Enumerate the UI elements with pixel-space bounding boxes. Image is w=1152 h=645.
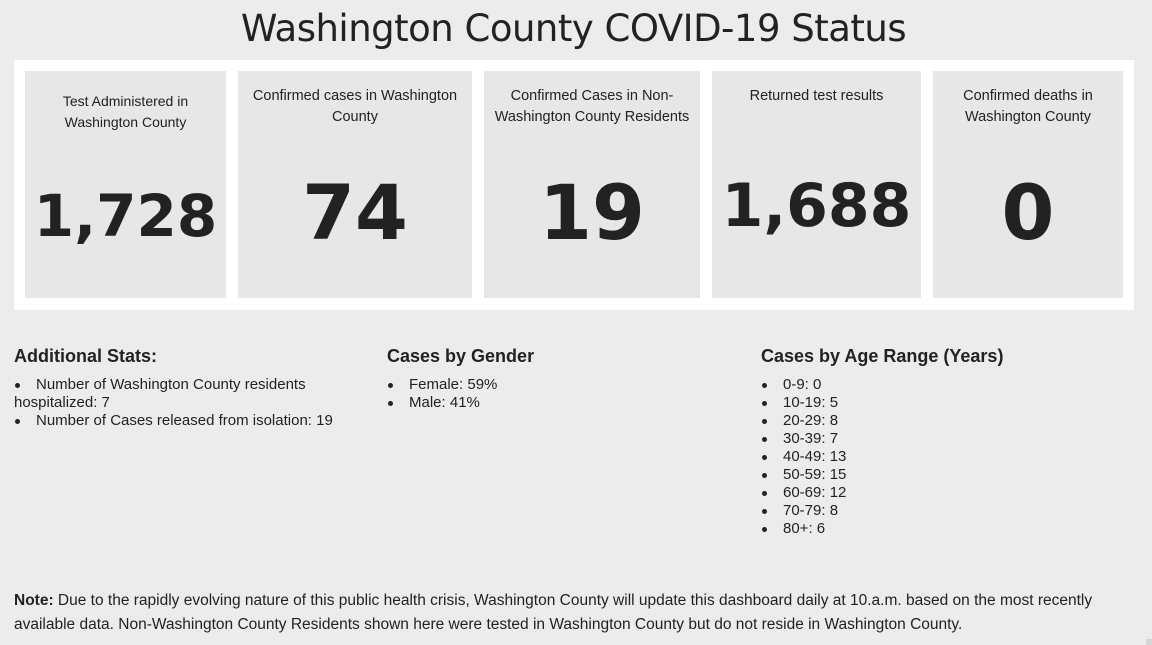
list-item: Female: 59%	[387, 376, 727, 394]
card-label: Returned test results	[749, 88, 884, 104]
card-label: Confirmed deaths in Washington County	[963, 88, 1093, 125]
age-range-section: Cases by Age Range (Years) 0-9: 0 10-19:…	[761, 343, 1131, 538]
note-text: Due to the rapidly evolving nature of th…	[14, 592, 1093, 633]
additional-stats-section: Additional Stats: Number of Washington C…	[14, 343, 364, 430]
card-label: Test Administered in Washington County	[62, 93, 189, 130]
resize-corner	[1146, 639, 1152, 645]
list-item: 70-79: 8	[761, 502, 1131, 520]
list-item: 50-59: 15	[761, 466, 1131, 484]
age-range-list: 0-9: 0 10-19: 5 20-29: 8 30-39: 7 40-49:…	[761, 376, 1131, 538]
card-label: Confirmed cases in Washington County	[252, 88, 458, 125]
list-item: 30-39: 7	[761, 430, 1131, 448]
note-label: Note:	[14, 592, 54, 609]
card-returned-results: Returned test results 1,688	[712, 71, 921, 298]
footnote: Note: Due to the rapidly evolving nature…	[14, 589, 1124, 637]
page-title: Washington County COVID-19 Status	[240, 7, 907, 50]
card-confirmed-cases: Confirmed cases in Washington County 74	[238, 71, 472, 298]
list-item: 20-29: 8	[761, 412, 1131, 430]
list-item: 0-9: 0	[761, 376, 1131, 394]
card-value: 0	[1001, 168, 1055, 257]
list-item: Number of Cases released from isolation:…	[14, 412, 364, 430]
card-label: Confirmed Cases in Non-Washington County…	[494, 88, 690, 125]
age-range-title: Cases by Age Range (Years)	[761, 346, 1004, 366]
list-item: 10-19: 5	[761, 394, 1131, 412]
card-non-resident-cases: Confirmed Cases in Non-Washington County…	[484, 71, 700, 298]
list-item: 60-69: 12	[761, 484, 1131, 502]
gender-section: Cases by Gender Female: 59% Male: 41%	[387, 343, 727, 412]
card-confirmed-deaths: Confirmed deaths in Washington County 0	[933, 71, 1123, 298]
additional-stats-title: Additional Stats:	[14, 346, 157, 366]
card-tests-administered: Test Administered in Washington County 1…	[25, 71, 226, 298]
list-item: 40-49: 13	[761, 448, 1131, 466]
list-item: Number of Washington County residents ho…	[14, 376, 364, 412]
gender-title: Cases by Gender	[387, 346, 535, 366]
stats-cards-panel: Test Administered in Washington County 1…	[14, 60, 1134, 310]
additional-stats-list: Number of Washington County residents ho…	[14, 376, 364, 430]
card-value: 1,688	[721, 171, 912, 241]
gender-list: Female: 59% Male: 41%	[387, 376, 727, 412]
card-value: 19	[539, 168, 645, 257]
card-value: 1,728	[33, 182, 218, 250]
card-value: 74	[302, 168, 408, 257]
list-item: 80+: 6	[761, 520, 1131, 538]
list-item: Male: 41%	[387, 394, 727, 412]
